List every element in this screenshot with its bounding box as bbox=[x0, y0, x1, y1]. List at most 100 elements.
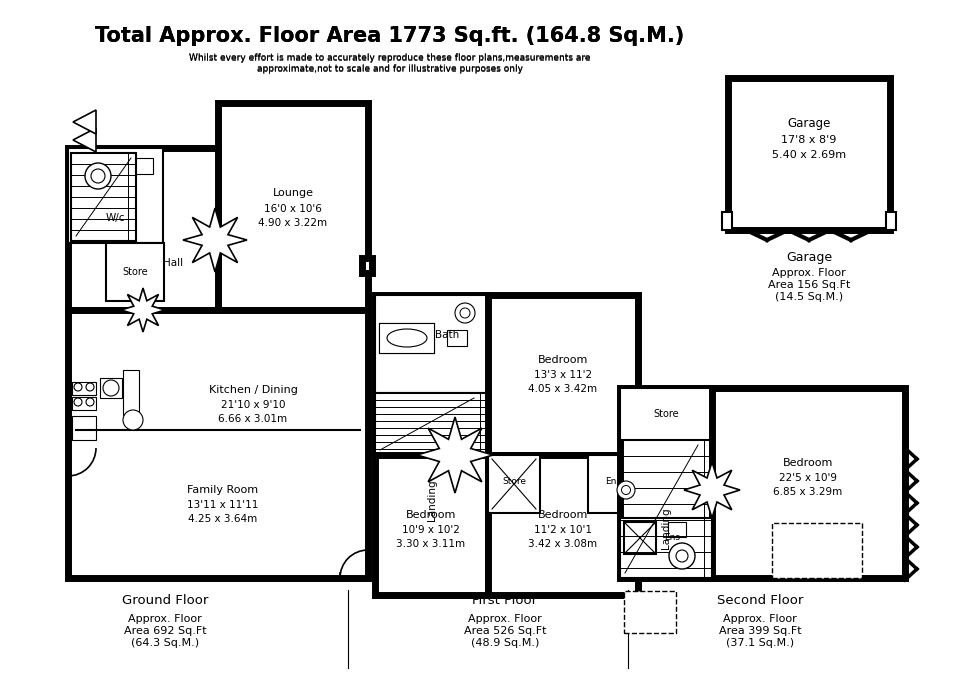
Circle shape bbox=[74, 383, 82, 391]
Bar bbox=[133, 158, 153, 174]
Text: Bedroom: Bedroom bbox=[406, 510, 456, 520]
Text: Garage: Garage bbox=[787, 116, 831, 129]
Text: Bedroom: Bedroom bbox=[783, 458, 833, 468]
Text: Whilst every effort is made to accurately reproduce these floor plans,measuremen: Whilst every effort is made to accuratel… bbox=[189, 54, 591, 74]
Polygon shape bbox=[73, 128, 96, 152]
Text: Landing: Landing bbox=[427, 479, 437, 521]
Text: 13'3 x 11'2: 13'3 x 11'2 bbox=[534, 370, 592, 380]
Circle shape bbox=[74, 398, 82, 406]
Circle shape bbox=[669, 543, 695, 569]
Bar bbox=[488, 295, 638, 455]
Text: 6.85 x 3.29m: 6.85 x 3.29m bbox=[773, 487, 843, 497]
Bar bbox=[362, 258, 372, 273]
Ellipse shape bbox=[387, 329, 427, 347]
Text: Bedroom: Bedroom bbox=[538, 510, 588, 520]
Text: W/c: W/c bbox=[105, 213, 124, 223]
Text: First Floor: First Floor bbox=[472, 594, 538, 606]
Bar bbox=[375, 295, 488, 455]
Text: Ens: Ens bbox=[664, 534, 680, 543]
Text: Approx. Floor
Area 692 Sq.Ft
(64.3 Sq.M.): Approx. Floor Area 692 Sq.Ft (64.3 Sq.M.… bbox=[123, 614, 207, 648]
Circle shape bbox=[617, 481, 635, 499]
Text: Hall: Hall bbox=[163, 258, 183, 268]
Bar bbox=[886, 212, 896, 230]
Bar bbox=[447, 330, 467, 346]
Text: Store: Store bbox=[122, 267, 148, 277]
Text: Garage: Garage bbox=[786, 251, 832, 264]
Bar bbox=[72, 416, 96, 440]
Bar bbox=[772, 523, 862, 578]
Text: 13'11 x 11'11: 13'11 x 11'11 bbox=[187, 500, 259, 510]
Text: Approx. Floor
Area 526 Sq.Ft
(48.9 Sq.M.): Approx. Floor Area 526 Sq.Ft (48.9 Sq.M.… bbox=[464, 614, 546, 648]
Text: Approx. Floor
Area 156 Sq.Ft
(14.5 Sq.M.): Approx. Floor Area 156 Sq.Ft (14.5 Sq.M.… bbox=[767, 268, 851, 302]
Bar bbox=[488, 455, 638, 595]
Text: 16'0 x 10'6: 16'0 x 10'6 bbox=[264, 204, 322, 214]
Text: 6.66 x 3.01m: 6.66 x 3.01m bbox=[219, 414, 287, 424]
Bar bbox=[722, 212, 732, 230]
Text: Store: Store bbox=[502, 477, 526, 486]
Bar bbox=[488, 455, 540, 513]
Circle shape bbox=[86, 383, 94, 391]
Text: 21'10 x 9'10: 21'10 x 9'10 bbox=[220, 400, 285, 410]
Text: Family Room: Family Room bbox=[187, 485, 259, 495]
Bar bbox=[68, 148, 218, 310]
Bar bbox=[588, 455, 638, 513]
Polygon shape bbox=[684, 462, 740, 518]
Text: Total Approx. Floor Area 1773 Sq.ft. (164.8 Sq.M.): Total Approx. Floor Area 1773 Sq.ft. (16… bbox=[95, 26, 685, 46]
Circle shape bbox=[676, 550, 688, 562]
Text: 10'9 x 10'2: 10'9 x 10'2 bbox=[402, 525, 460, 535]
Text: Ens: Ens bbox=[605, 477, 621, 486]
Circle shape bbox=[91, 169, 105, 183]
Text: Bedroom: Bedroom bbox=[538, 355, 588, 365]
Bar bbox=[106, 243, 164, 301]
Text: 22'5 x 10'9: 22'5 x 10'9 bbox=[779, 473, 837, 483]
Polygon shape bbox=[73, 110, 96, 134]
Circle shape bbox=[103, 380, 119, 396]
Bar bbox=[379, 323, 434, 353]
Text: 5.40 x 2.69m: 5.40 x 2.69m bbox=[772, 150, 846, 160]
Text: Whilst every effort is made to accurately reproduce these floor plans,measuremen: Whilst every effort is made to accuratel… bbox=[189, 53, 591, 73]
Bar bbox=[68, 148, 163, 243]
Bar bbox=[375, 455, 488, 595]
Bar bbox=[620, 388, 712, 578]
Text: Bath: Bath bbox=[435, 330, 459, 340]
Bar bbox=[620, 518, 712, 578]
Bar bbox=[624, 522, 656, 554]
Circle shape bbox=[460, 308, 470, 318]
Circle shape bbox=[123, 410, 143, 430]
Bar bbox=[375, 295, 488, 393]
Bar bbox=[72, 397, 96, 410]
Text: 11'2 x 10'1: 11'2 x 10'1 bbox=[534, 525, 592, 535]
Bar bbox=[100, 378, 122, 398]
Bar bbox=[72, 382, 96, 395]
Text: Lounge: Lounge bbox=[272, 188, 314, 198]
Circle shape bbox=[621, 486, 630, 495]
Text: Approx. Floor
Area 399 Sq.Ft
(37.1 Sq.M.): Approx. Floor Area 399 Sq.Ft (37.1 Sq.M.… bbox=[718, 614, 802, 648]
Text: Ground Floor: Ground Floor bbox=[122, 594, 208, 606]
Bar bbox=[620, 388, 712, 440]
Bar bbox=[728, 78, 890, 230]
Circle shape bbox=[85, 163, 111, 189]
Polygon shape bbox=[417, 417, 493, 493]
Text: Kitchen / Dining: Kitchen / Dining bbox=[209, 385, 298, 395]
Text: 3.42 x 3.08m: 3.42 x 3.08m bbox=[528, 539, 598, 549]
Text: Landing: Landing bbox=[661, 507, 671, 549]
Text: 4.25 x 3.64m: 4.25 x 3.64m bbox=[188, 514, 258, 524]
Circle shape bbox=[86, 398, 94, 406]
Bar bbox=[668, 522, 686, 537]
Text: 4.05 x 3.42m: 4.05 x 3.42m bbox=[528, 384, 598, 394]
Text: 17'8 x 8'9: 17'8 x 8'9 bbox=[781, 135, 837, 145]
Text: Total Approx. Floor Area 1773 Sq.ft. (164.8 Sq.M.): Total Approx. Floor Area 1773 Sq.ft. (16… bbox=[95, 26, 685, 46]
Bar bbox=[71, 153, 136, 241]
Polygon shape bbox=[183, 208, 247, 272]
Bar bbox=[379, 323, 434, 353]
Circle shape bbox=[455, 303, 475, 323]
Bar bbox=[218, 103, 368, 310]
Polygon shape bbox=[121, 288, 165, 332]
Text: 3.30 x 3.11m: 3.30 x 3.11m bbox=[397, 539, 466, 549]
Bar bbox=[712, 388, 905, 578]
Text: Second Floor: Second Floor bbox=[716, 594, 804, 606]
Text: Store: Store bbox=[654, 409, 679, 419]
Text: 4.90 x 3.22m: 4.90 x 3.22m bbox=[259, 218, 327, 228]
Bar bbox=[375, 393, 488, 455]
Bar bbox=[68, 310, 368, 578]
